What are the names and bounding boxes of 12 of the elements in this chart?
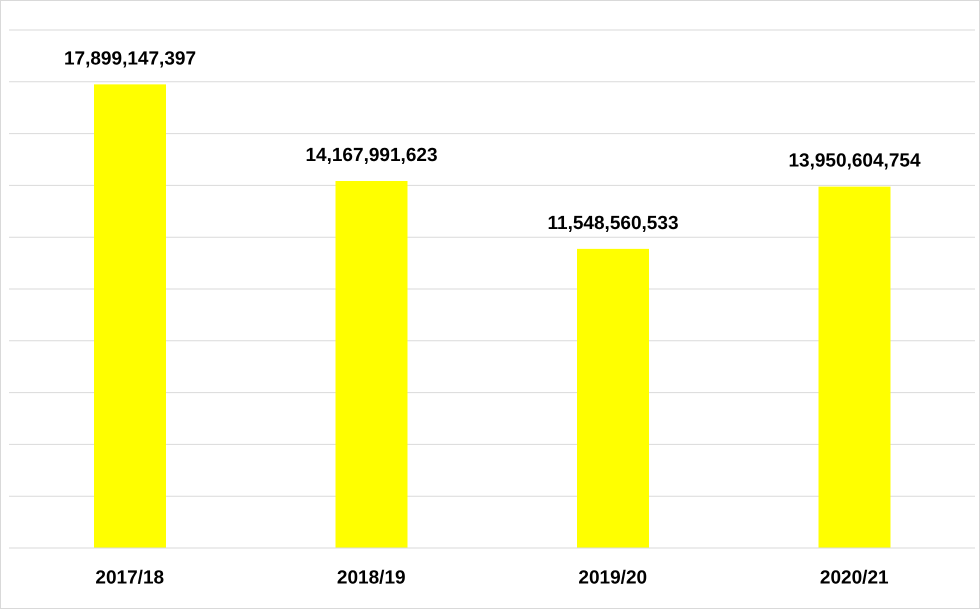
data-label: 17,899,147,397	[64, 48, 196, 70]
x-tick-label: 2020/21	[820, 567, 890, 588]
bar	[336, 181, 408, 548]
bar	[818, 186, 890, 548]
data-label: 11,548,560,533	[547, 212, 679, 234]
data-label: 13,950,604,754	[788, 150, 921, 172]
x-tick-label: 2017/18	[95, 567, 164, 588]
x-tick-label: 2018/19	[336, 567, 406, 588]
x-tick-label: 2019/20	[578, 567, 648, 588]
data-label: 14,167,991,623	[305, 145, 438, 166]
bar	[577, 248, 649, 548]
bar	[94, 84, 166, 548]
